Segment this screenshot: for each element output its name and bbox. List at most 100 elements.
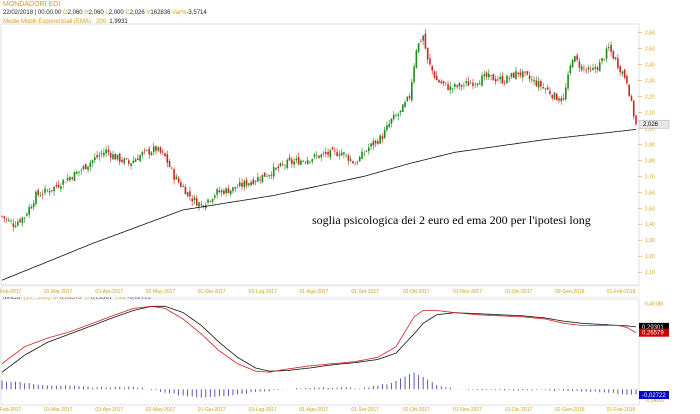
candle-body [12,223,15,227]
candle-body [399,110,402,113]
candle-body [374,140,377,144]
candle-body [243,181,246,188]
candle-body [137,158,139,161]
candle-body [515,71,517,80]
candle-body [286,159,289,168]
candle-body [510,73,513,77]
y-tick-label: 2,20 [645,94,655,100]
candle-body [60,186,62,189]
candle-body [460,85,463,87]
macd-x-tick-label: 03-Apr-2017 [95,407,123,413]
candle-body [585,70,587,71]
candle-body [506,75,508,84]
candle-body [628,84,631,97]
candle-body [429,58,431,65]
x-tick-label: 03-Lug-2017 [249,289,278,295]
candle-body [397,114,400,116]
candle-body [358,156,361,162]
ohlc-readout: 22/02/2018 | 00.00.00 O2,060 H2,060 L2,0… [3,9,207,17]
macd-name: MACD [3,295,21,301]
candle-body [275,167,277,170]
candle-body [35,191,37,205]
open-value: 2,060 [67,10,83,16]
candle-body [105,149,107,154]
candle-body [451,88,454,89]
candle-body [546,87,549,90]
macd-x-tick-label: 01-Feb-2017 [0,407,22,413]
candle-body [189,191,191,197]
candle-body [596,67,599,70]
y-tick-label: 1,50 [645,206,655,212]
candle-body [238,182,241,187]
close-value: 2,026 [129,10,145,16]
candle-body [100,153,103,154]
x-tick-label: 01-Giu-2017 [198,289,226,295]
candle-body [112,154,114,160]
candle-body [352,161,354,164]
candle-body [225,188,227,194]
y-tick-label: 1,70 [645,174,655,180]
candle-body [406,96,409,101]
candle-body [284,165,286,167]
candle-body [209,201,212,202]
macd-value-box [639,391,669,400]
candle-body [454,84,456,87]
candle-body [164,153,166,157]
macd-y-tick-label: 0,40188 [645,302,663,308]
candle-body [55,185,58,187]
candle-body [603,59,606,60]
x-axis-band [0,285,640,298]
candle-body [485,72,488,77]
candle-body [193,197,196,201]
candle-body [347,155,350,161]
candle-body [78,171,80,173]
candle-body [195,198,198,206]
candle-body [420,40,422,42]
ema-value: 1,9931 [109,19,128,25]
candle-body [232,187,234,192]
candle-body [26,214,28,216]
candle-body [574,56,576,62]
macd-m-key: M [53,295,59,301]
candle-body [392,114,395,120]
candle-body [592,67,594,70]
candle-body [408,96,411,99]
candle-body [118,153,121,162]
macd-params: (12 , 200) [24,295,50,301]
candle-body [533,79,535,82]
y-tick-label: 2,10 [645,110,655,116]
candle-body [379,135,381,144]
macd-x-tick-label: 03-Lug-2017 [249,407,278,413]
candle-body [526,71,529,75]
candle-body [435,75,438,81]
candle-body [531,79,533,81]
candle-body [17,221,19,226]
candle-body [227,188,230,194]
x-tick-label: 02-Ott-2017 [403,289,430,295]
macd-y-tick-label: -0,04992 [645,398,665,404]
var-value: -3,5714 [186,10,207,16]
candle-body [134,159,137,162]
macd-s-value: 0,29301 [90,295,113,301]
candle-body [62,179,64,185]
candle-body [266,176,268,177]
ema-period: 200 [96,19,107,25]
candle-body [39,195,42,197]
candle-body [598,62,601,72]
candle-body [610,45,612,52]
candle-body [53,186,55,192]
macd-x-tick-label: 01-Giu-2017 [198,407,226,413]
candle-body [1,215,3,217]
candle-body [3,216,6,219]
high-value: 2,060 [88,10,104,16]
candle-body [492,73,495,81]
candle-body [91,160,94,163]
candle-body [589,69,592,71]
candle-body [508,78,510,79]
x-tick-label: 01-Dic-2017 [505,289,532,295]
candle-body [329,149,332,158]
y-tick-label: 1,80 [645,158,655,164]
candle-body [309,161,311,163]
candle-body [116,154,119,160]
macd-value-label: 0,29301 [642,325,664,331]
